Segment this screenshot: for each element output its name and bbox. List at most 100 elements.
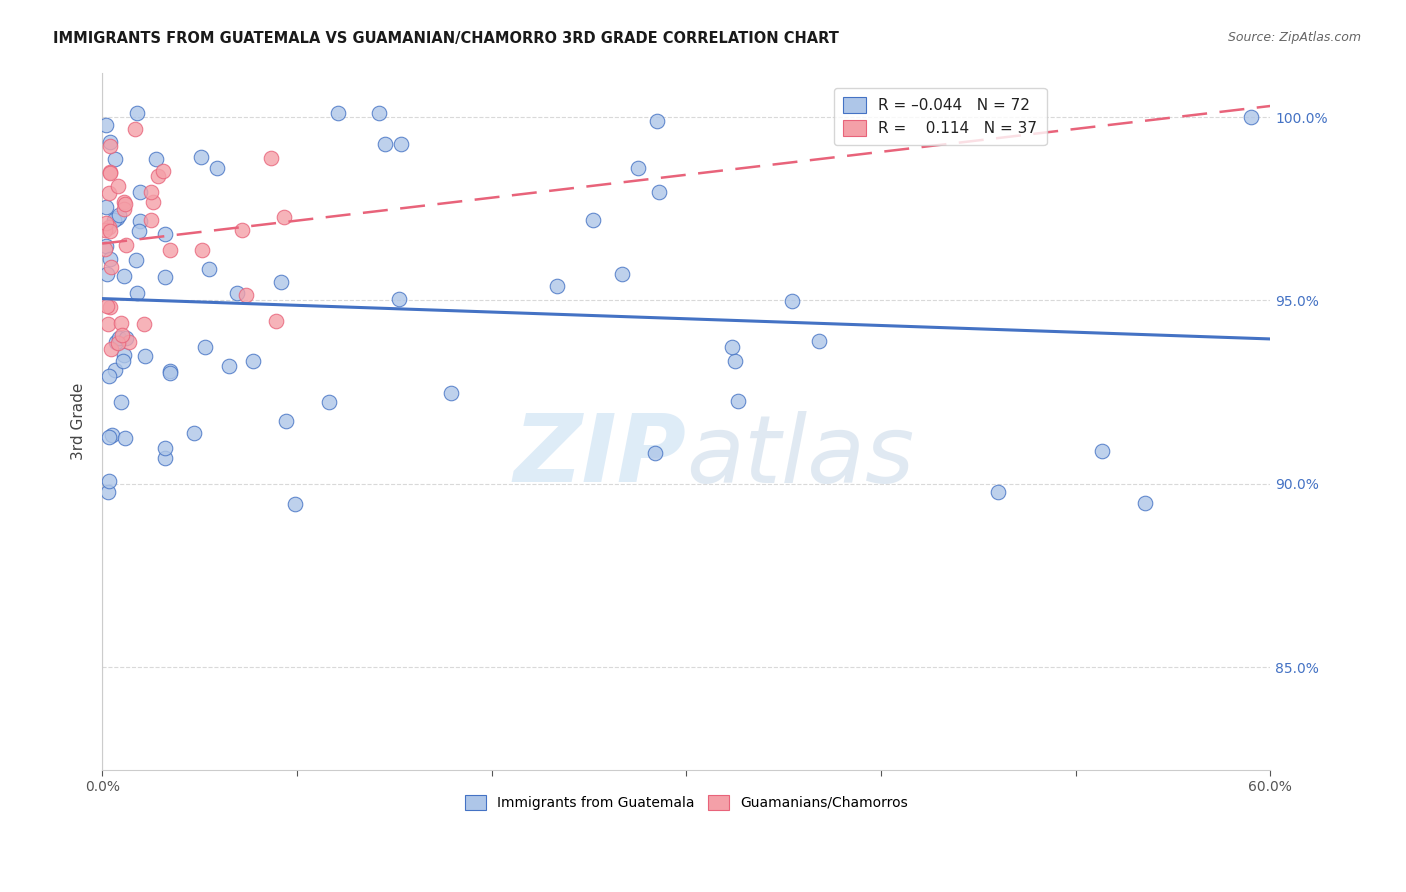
Point bbox=[124, 121, 146, 136]
Point bbox=[612, 267, 634, 281]
Point bbox=[780, 294, 803, 309]
Point bbox=[1135, 495, 1157, 509]
Text: IMMIGRANTS FROM GUATEMALA VS GUAMANIAN/CHAMORRO 3RD GRADE CORRELATION CHART: IMMIGRANTS FROM GUATEMALA VS GUAMANIAN/C… bbox=[53, 31, 839, 46]
Point bbox=[260, 151, 283, 165]
Point bbox=[98, 430, 121, 444]
Point bbox=[368, 106, 391, 120]
Point bbox=[105, 334, 128, 349]
Point bbox=[115, 331, 138, 345]
Point bbox=[97, 368, 120, 383]
Point bbox=[111, 327, 134, 342]
Point bbox=[125, 253, 148, 268]
Point bbox=[374, 137, 396, 152]
Point bbox=[389, 136, 412, 151]
Point bbox=[112, 195, 135, 210]
Point bbox=[146, 169, 169, 183]
Point bbox=[96, 267, 118, 281]
Point bbox=[129, 185, 152, 199]
Point bbox=[727, 393, 749, 408]
Point bbox=[125, 285, 148, 300]
Point bbox=[115, 238, 138, 252]
Point bbox=[440, 385, 463, 400]
Point bbox=[112, 348, 135, 362]
Point bbox=[142, 194, 165, 209]
Point bbox=[720, 340, 742, 354]
Point bbox=[205, 161, 228, 175]
Point bbox=[152, 164, 174, 178]
Point bbox=[724, 354, 747, 368]
Point bbox=[132, 318, 155, 332]
Point bbox=[98, 166, 121, 180]
Point bbox=[134, 350, 156, 364]
Point bbox=[96, 238, 118, 252]
Point bbox=[276, 414, 298, 428]
Point bbox=[110, 316, 132, 330]
Point bbox=[644, 445, 666, 459]
Point bbox=[242, 353, 264, 368]
Point bbox=[190, 150, 212, 164]
Y-axis label: 3rd Grade: 3rd Grade bbox=[72, 383, 86, 460]
Point bbox=[98, 165, 121, 179]
Point bbox=[94, 200, 117, 214]
Point bbox=[112, 268, 135, 283]
Point bbox=[118, 335, 141, 350]
Point bbox=[318, 395, 340, 409]
Point bbox=[153, 227, 176, 241]
Point bbox=[110, 395, 132, 409]
Point bbox=[98, 135, 121, 149]
Point bbox=[98, 186, 121, 200]
Point bbox=[582, 213, 605, 227]
Point bbox=[112, 353, 135, 368]
Point bbox=[266, 314, 288, 328]
Point bbox=[105, 211, 128, 226]
Point bbox=[218, 359, 240, 374]
Text: atlas: atlas bbox=[686, 411, 914, 502]
Point bbox=[107, 179, 129, 194]
Point bbox=[114, 196, 136, 211]
Point bbox=[97, 485, 120, 500]
Point bbox=[139, 212, 162, 227]
Point bbox=[107, 208, 129, 222]
Point bbox=[1091, 443, 1114, 458]
Point bbox=[103, 212, 125, 227]
Point bbox=[235, 288, 257, 302]
Point bbox=[98, 300, 121, 314]
Point bbox=[1240, 110, 1263, 124]
Point bbox=[626, 161, 648, 175]
Point bbox=[125, 106, 148, 120]
Point bbox=[326, 106, 349, 120]
Point bbox=[273, 210, 295, 224]
Point bbox=[98, 474, 121, 488]
Point bbox=[100, 342, 122, 356]
Point bbox=[159, 244, 181, 258]
Point bbox=[104, 363, 127, 377]
Point bbox=[98, 138, 121, 153]
Point bbox=[159, 366, 181, 380]
Point bbox=[645, 113, 668, 128]
Point bbox=[94, 118, 117, 132]
Point bbox=[284, 497, 307, 511]
Point bbox=[145, 152, 167, 166]
Point bbox=[183, 425, 205, 440]
Point bbox=[546, 279, 568, 293]
Text: Source: ZipAtlas.com: Source: ZipAtlas.com bbox=[1227, 31, 1361, 45]
Point bbox=[128, 224, 150, 238]
Point bbox=[231, 222, 253, 236]
Point bbox=[100, 260, 122, 275]
Point bbox=[104, 153, 127, 167]
Point bbox=[139, 185, 162, 199]
Point bbox=[112, 202, 135, 217]
Point bbox=[225, 285, 247, 300]
Point bbox=[93, 242, 115, 256]
Point bbox=[94, 223, 117, 237]
Point bbox=[153, 270, 176, 285]
Legend: Immigrants from Guatemala, Guamanians/Chamorros: Immigrants from Guatemala, Guamanians/Ch… bbox=[460, 789, 914, 815]
Text: ZIP: ZIP bbox=[513, 410, 686, 502]
Point bbox=[101, 427, 124, 442]
Point bbox=[97, 220, 120, 235]
Point bbox=[96, 216, 118, 230]
Point bbox=[190, 243, 212, 257]
Point bbox=[648, 185, 671, 199]
Point bbox=[97, 317, 120, 331]
Point bbox=[808, 334, 831, 349]
